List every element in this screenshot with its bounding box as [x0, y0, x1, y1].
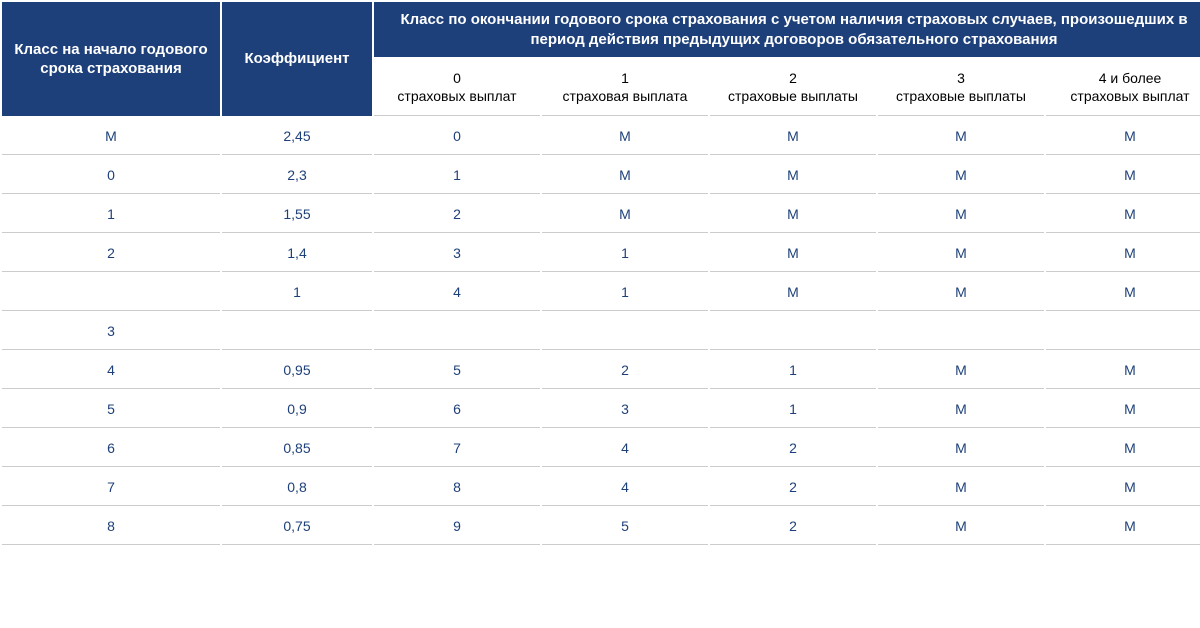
- cell-c2: М: [710, 118, 876, 155]
- cell-c0: 5: [374, 352, 540, 389]
- cell-c2: [710, 313, 876, 350]
- cell-c4: [1046, 313, 1200, 350]
- cell-c3: М: [878, 391, 1044, 428]
- cell-c4: М: [1046, 352, 1200, 389]
- subheader-4plus-payouts: 4 и болеестраховых выплат: [1046, 59, 1200, 116]
- cell-c4: М: [1046, 235, 1200, 272]
- cell-c3: М: [878, 508, 1044, 545]
- cell-c0: 0: [374, 118, 540, 155]
- cell-c0: 7: [374, 430, 540, 467]
- cell-c2: М: [710, 274, 876, 311]
- cell-c1: 5: [542, 508, 708, 545]
- cell-c4: М: [1046, 391, 1200, 428]
- cell-c3: М: [878, 274, 1044, 311]
- subheader-0-payouts: 0страховых выплат: [374, 59, 540, 116]
- cell-class: 2: [2, 235, 220, 272]
- cell-coef: 0,9: [222, 391, 372, 428]
- cell-coef: 2,45: [222, 118, 372, 155]
- cell-c1: 3: [542, 391, 708, 428]
- cell-coef: 1,55: [222, 196, 372, 233]
- cell-c3: М: [878, 235, 1044, 272]
- cell-class: 3: [2, 313, 220, 350]
- cell-class: 0: [2, 157, 220, 194]
- cell-c4: М: [1046, 118, 1200, 155]
- cell-c4: М: [1046, 274, 1200, 311]
- cell-class: 5: [2, 391, 220, 428]
- cell-c1: М: [542, 196, 708, 233]
- cell-c0: 1: [374, 157, 540, 194]
- cell-c4: М: [1046, 508, 1200, 545]
- cell-coef: 2,3: [222, 157, 372, 194]
- table-row: 6 0,85 7 4 2 М М: [2, 430, 1200, 467]
- table-row: 1 4 1 М М М: [2, 274, 1200, 311]
- header-end-class: Класс по окончании годового срока страхо…: [374, 2, 1200, 57]
- cell-class: 8: [2, 508, 220, 545]
- cell-class: 4: [2, 352, 220, 389]
- cell-coef: 0,85: [222, 430, 372, 467]
- cell-c2: 1: [710, 391, 876, 428]
- table-row: М 2,45 0 М М М М: [2, 118, 1200, 155]
- table-row: 8 0,75 9 5 2 М М: [2, 508, 1200, 545]
- cell-c0: 4: [374, 274, 540, 311]
- cell-c4: М: [1046, 430, 1200, 467]
- header-start-class: Класс на начало годового срока страхован…: [2, 2, 220, 116]
- cell-c4: М: [1046, 157, 1200, 194]
- insurance-class-table: Класс на начало годового срока страхован…: [0, 0, 1200, 547]
- cell-c1: 1: [542, 235, 708, 272]
- cell-c1: М: [542, 118, 708, 155]
- table-row: 5 0,9 6 3 1 М М: [2, 391, 1200, 428]
- cell-c3: М: [878, 118, 1044, 155]
- cell-c1: 2: [542, 352, 708, 389]
- cell-c0: 9: [374, 508, 540, 545]
- cell-c3: М: [878, 430, 1044, 467]
- header-coefficient: Коэффициент: [222, 2, 372, 116]
- cell-class: 7: [2, 469, 220, 506]
- cell-c3: М: [878, 196, 1044, 233]
- cell-class: 1: [2, 196, 220, 233]
- cell-c3: М: [878, 352, 1044, 389]
- cell-c1: М: [542, 157, 708, 194]
- cell-coef: [222, 313, 372, 350]
- table-row: 7 0,8 8 4 2 М М: [2, 469, 1200, 506]
- cell-c2: М: [710, 235, 876, 272]
- table-row: 4 0,95 5 2 1 М М: [2, 352, 1200, 389]
- cell-c2: 2: [710, 430, 876, 467]
- table-body: М 2,45 0 М М М М 0 2,3 1 М М М М 1 1,55 …: [2, 118, 1200, 545]
- cell-c0: [374, 313, 540, 350]
- cell-c0: 3: [374, 235, 540, 272]
- cell-c2: 1: [710, 352, 876, 389]
- cell-c2: 2: [710, 469, 876, 506]
- cell-class: М: [2, 118, 220, 155]
- cell-c2: М: [710, 196, 876, 233]
- cell-c1: [542, 313, 708, 350]
- table-row: 2 1,4 3 1 М М М: [2, 235, 1200, 272]
- cell-c1: 4: [542, 430, 708, 467]
- cell-class: [2, 274, 220, 311]
- cell-c3: М: [878, 157, 1044, 194]
- cell-c2: 2: [710, 508, 876, 545]
- subheader-2-payouts: 2страховые выплаты: [710, 59, 876, 116]
- cell-c4: М: [1046, 196, 1200, 233]
- cell-coef: 0,8: [222, 469, 372, 506]
- cell-c0: 2: [374, 196, 540, 233]
- cell-c3: М: [878, 469, 1044, 506]
- cell-coef: 0,75: [222, 508, 372, 545]
- cell-c3: [878, 313, 1044, 350]
- table-row: 3: [2, 313, 1200, 350]
- cell-coef: 1,4: [222, 235, 372, 272]
- cell-c0: 8: [374, 469, 540, 506]
- cell-coef: 0,95: [222, 352, 372, 389]
- subheader-1-payout: 1страховая выплата: [542, 59, 708, 116]
- subheader-3-payouts: 3страховые выплаты: [878, 59, 1044, 116]
- cell-c1: 1: [542, 274, 708, 311]
- table-row: 0 2,3 1 М М М М: [2, 157, 1200, 194]
- cell-class: 6: [2, 430, 220, 467]
- cell-coef: 1: [222, 274, 372, 311]
- cell-c4: М: [1046, 469, 1200, 506]
- cell-c1: 4: [542, 469, 708, 506]
- cell-c0: 6: [374, 391, 540, 428]
- table-row: 1 1,55 2 М М М М: [2, 196, 1200, 233]
- cell-c2: М: [710, 157, 876, 194]
